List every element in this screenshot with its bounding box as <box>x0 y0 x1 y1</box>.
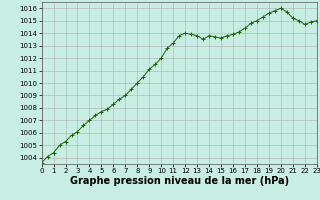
X-axis label: Graphe pression niveau de la mer (hPa): Graphe pression niveau de la mer (hPa) <box>70 176 289 186</box>
